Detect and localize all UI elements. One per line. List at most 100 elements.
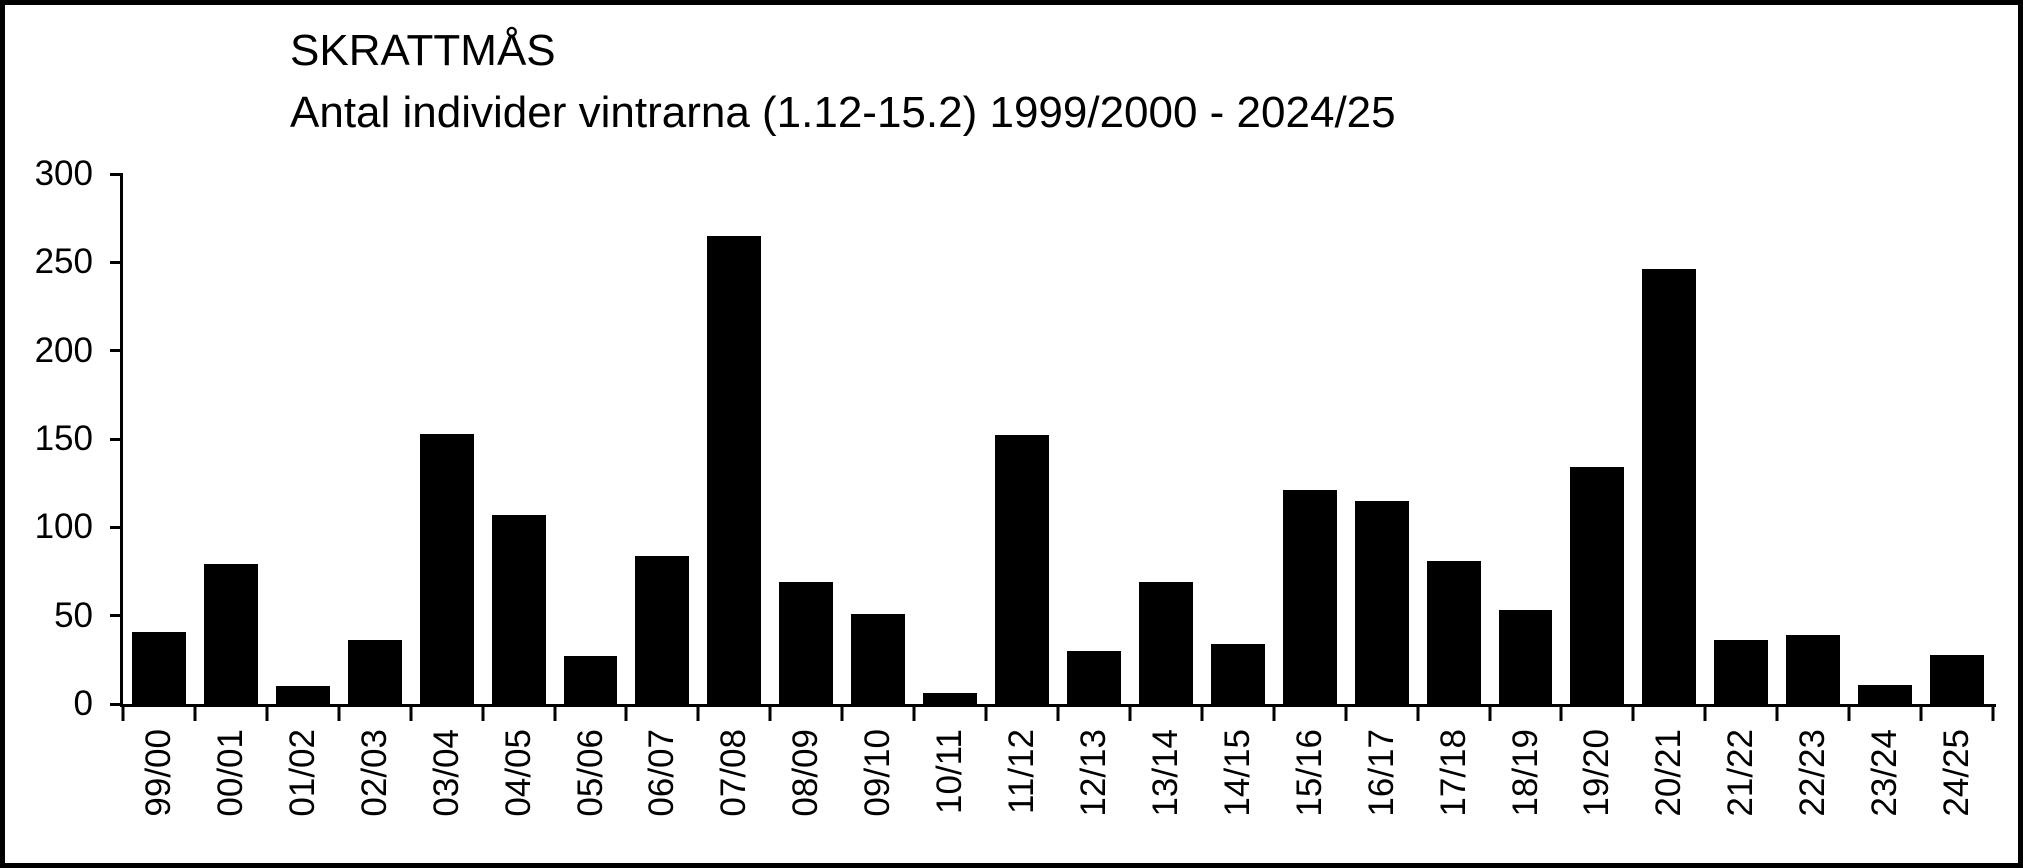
x-tick-label-19/20: 19/20 bbox=[1577, 729, 1617, 817]
bar-slot-13/14 bbox=[1130, 174, 1202, 704]
x-tick bbox=[984, 707, 988, 721]
x-tick-label-24/25: 24/25 bbox=[1937, 729, 1977, 817]
x-tick bbox=[193, 707, 197, 721]
y-tick-300 bbox=[110, 172, 123, 176]
bar-slot-04/05 bbox=[483, 174, 555, 704]
y-tick-150 bbox=[110, 437, 123, 441]
y-tick-label-150: 150 bbox=[34, 419, 93, 458]
y-tick-0 bbox=[110, 702, 123, 706]
y-axis-ticks bbox=[110, 172, 123, 706]
bar-slot-22/23 bbox=[1777, 174, 1849, 704]
bar-slot-00/01 bbox=[195, 174, 267, 704]
x-tick bbox=[1703, 707, 1707, 721]
bar-15/16 bbox=[1282, 490, 1337, 704]
bar-21/22 bbox=[1714, 640, 1769, 704]
x-tick-label-01/02: 01/02 bbox=[282, 729, 322, 817]
bar-11/12 bbox=[995, 435, 1049, 704]
x-tick-label-23/24: 23/24 bbox=[1865, 729, 1905, 817]
x-tick bbox=[1344, 707, 1348, 721]
x-tick bbox=[1416, 707, 1420, 721]
bars-container bbox=[123, 174, 1993, 704]
x-tick-label-21/22: 21/22 bbox=[1721, 729, 1761, 817]
x-tick-label-08/09: 08/09 bbox=[786, 729, 826, 817]
x-tick bbox=[337, 707, 341, 721]
x-tick bbox=[409, 707, 413, 721]
x-tick-label-05/06: 05/06 bbox=[570, 729, 610, 817]
bar-slot-07/08 bbox=[698, 174, 770, 704]
bar-slot-08/09 bbox=[770, 174, 842, 704]
bar-14/15 bbox=[1210, 643, 1265, 704]
x-tick bbox=[121, 707, 125, 721]
bar-slot-23/24 bbox=[1849, 174, 1921, 704]
bar-18/19 bbox=[1498, 610, 1553, 704]
bar-23/24 bbox=[1858, 684, 1913, 704]
bar-slot-03/04 bbox=[411, 174, 483, 704]
y-tick-label-50: 50 bbox=[54, 595, 93, 635]
bar-06/07 bbox=[635, 555, 690, 704]
x-tick bbox=[912, 707, 916, 721]
x-tick-label-22/23: 22/23 bbox=[1793, 729, 1833, 817]
chart-subtitle: Antal individer vintrarna (1.12-15.2) 19… bbox=[290, 88, 1396, 137]
x-tick bbox=[1128, 707, 1132, 721]
bar-00/01 bbox=[203, 564, 258, 704]
x-tick-label-02/03: 02/03 bbox=[354, 729, 394, 817]
x-tick-label-04/05: 04/05 bbox=[498, 729, 538, 817]
bar-slot-02/03 bbox=[339, 174, 411, 704]
x-tick bbox=[1631, 707, 1635, 721]
bar-10/11 bbox=[923, 693, 978, 704]
x-tick bbox=[265, 707, 269, 721]
y-tick-50 bbox=[110, 614, 123, 618]
bar-22/23 bbox=[1786, 635, 1841, 704]
bar-slot-15/16 bbox=[1274, 174, 1346, 704]
y-tick-label-250: 250 bbox=[34, 242, 93, 282]
bar-24/25 bbox=[1930, 654, 1984, 704]
bar-16/17 bbox=[1354, 500, 1409, 704]
bar-07/08 bbox=[707, 235, 762, 704]
y-tick-250 bbox=[110, 260, 123, 264]
x-axis-labels: 99/00 00/01 01/02 02/03 03/04 04/05 05/06 06/07… bbox=[123, 729, 1993, 859]
bar-slot-99/00 bbox=[123, 174, 195, 704]
chart-title: SKRATTMÅS bbox=[290, 26, 556, 75]
x-tick-label-09/10: 09/10 bbox=[858, 729, 898, 817]
x-tick bbox=[1488, 707, 1492, 721]
bar-slot-01/02 bbox=[267, 174, 339, 704]
bar-slot-05/06 bbox=[555, 174, 627, 704]
x-tick-label-16/17: 16/17 bbox=[1361, 729, 1401, 817]
bar-09/10 bbox=[851, 613, 906, 704]
x-tick bbox=[1775, 707, 1779, 721]
x-tick bbox=[624, 707, 628, 721]
x-tick-label-07/08: 07/08 bbox=[714, 729, 754, 817]
bar-08/09 bbox=[779, 582, 834, 704]
y-tick-label-0: 0 bbox=[73, 684, 93, 723]
x-tick bbox=[1200, 707, 1204, 721]
x-tick bbox=[1056, 707, 1060, 721]
x-tick-label-03/04: 03/04 bbox=[426, 729, 466, 817]
x-tick bbox=[768, 707, 772, 721]
x-tick bbox=[1272, 707, 1276, 721]
x-tick bbox=[481, 707, 485, 721]
bar-slot-11/12 bbox=[986, 174, 1058, 704]
bar-20/21 bbox=[1642, 269, 1697, 704]
x-tick-label-15/16: 15/16 bbox=[1289, 729, 1329, 817]
bar-03/04 bbox=[419, 433, 474, 704]
y-tick-label-300: 300 bbox=[34, 154, 93, 193]
x-tick-label-12/13: 12/13 bbox=[1073, 729, 1113, 817]
bar-slot-09/10 bbox=[842, 174, 914, 704]
x-tick bbox=[1847, 707, 1851, 721]
x-tick-label-18/19: 18/19 bbox=[1505, 729, 1545, 817]
y-axis-labels: 0 50 100 150 200 250 300 bbox=[5, 154, 93, 723]
y-tick-label-200: 200 bbox=[34, 330, 93, 370]
x-tick-label-06/07: 06/07 bbox=[642, 729, 682, 817]
x-tick bbox=[1991, 707, 1995, 721]
bar-slot-17/18 bbox=[1418, 174, 1490, 704]
x-tick-label-10/11: 10/11 bbox=[930, 729, 970, 814]
bar-slot-14/15 bbox=[1202, 174, 1274, 704]
bar-slot-18/19 bbox=[1490, 174, 1562, 704]
x-tick-label-14/15: 14/15 bbox=[1217, 729, 1257, 817]
bar-04/05 bbox=[491, 514, 546, 704]
x-tick-label-17/18: 17/18 bbox=[1433, 729, 1473, 817]
bar-slot-16/17 bbox=[1346, 174, 1418, 704]
y-tick-label-100: 100 bbox=[34, 507, 93, 547]
bar-17/18 bbox=[1426, 560, 1481, 704]
